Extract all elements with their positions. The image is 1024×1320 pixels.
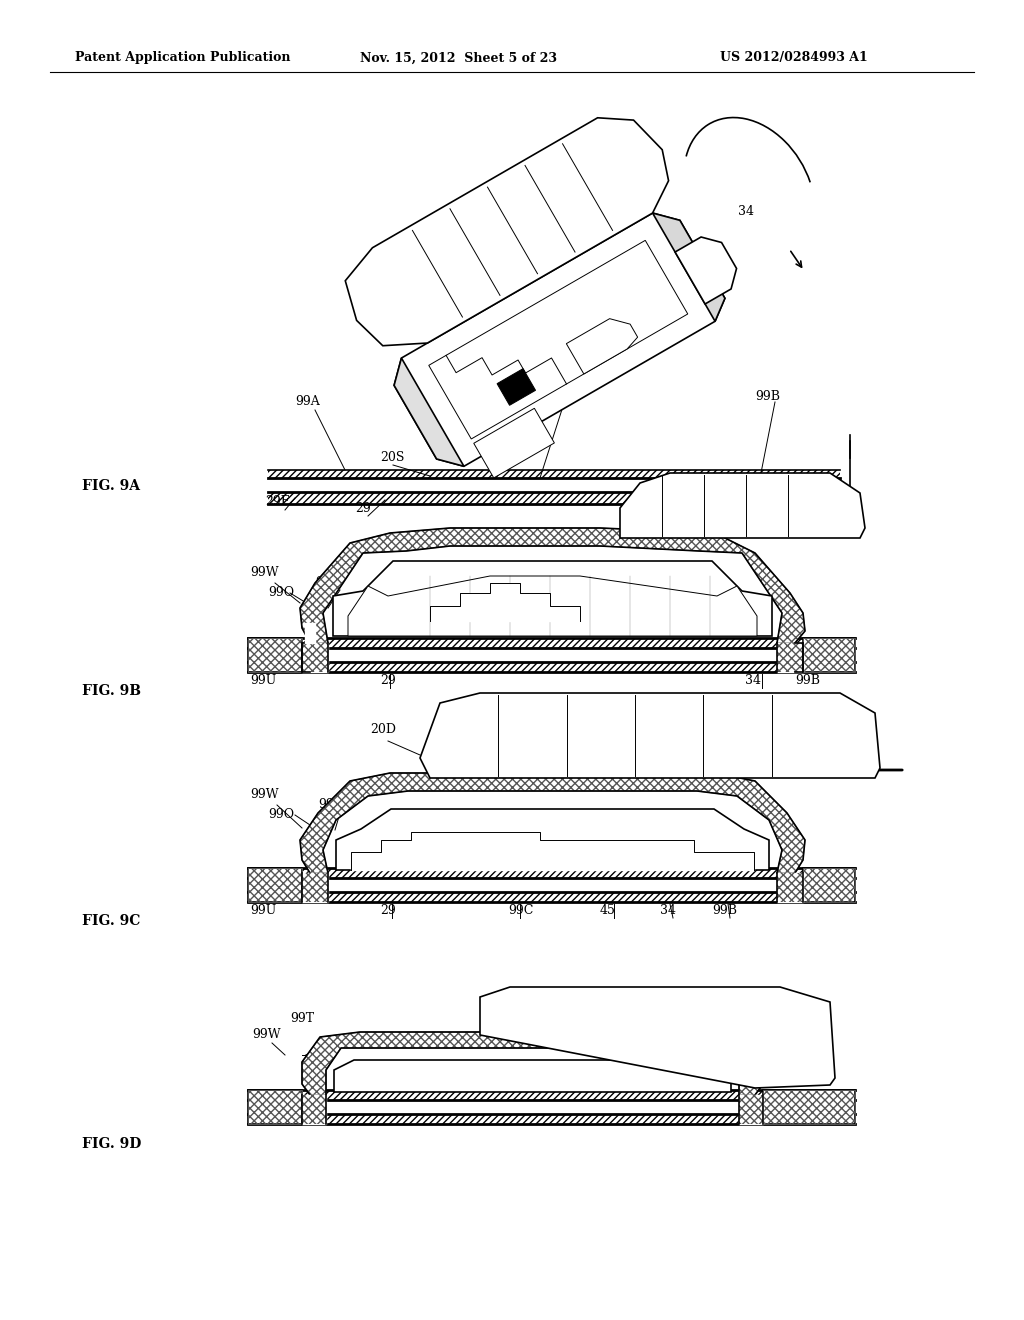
Text: 45: 45: [600, 904, 615, 917]
Text: 29: 29: [355, 502, 371, 515]
Bar: [803, 869, 855, 902]
Bar: [248, 869, 302, 902]
Text: 99W: 99W: [250, 788, 279, 801]
Bar: [248, 1090, 855, 1100]
Text: 99B: 99B: [795, 675, 820, 686]
Text: 20S: 20S: [380, 451, 404, 465]
Polygon shape: [302, 643, 328, 672]
Polygon shape: [420, 693, 880, 777]
Polygon shape: [652, 213, 725, 321]
Text: FIG. 9D: FIG. 9D: [82, 1137, 141, 1151]
Polygon shape: [739, 1096, 763, 1125]
Text: 34: 34: [660, 904, 676, 917]
Text: Nov. 15, 2012  Sheet 5 of 23: Nov. 15, 2012 Sheet 5 of 23: [360, 51, 557, 65]
Text: 99A: 99A: [295, 395, 319, 408]
Text: 20D: 20D: [370, 723, 396, 737]
Bar: [268, 470, 840, 478]
Polygon shape: [620, 473, 865, 539]
Text: 99O: 99O: [268, 808, 294, 821]
Polygon shape: [566, 318, 638, 374]
Polygon shape: [394, 358, 464, 466]
Polygon shape: [333, 561, 772, 636]
Text: 99B: 99B: [755, 389, 780, 403]
Text: 99U: 99U: [250, 904, 276, 917]
Polygon shape: [302, 873, 328, 902]
Bar: [803, 869, 855, 902]
Bar: [763, 1090, 855, 1125]
Text: FIG. 9A: FIG. 9A: [82, 479, 140, 492]
Text: 29: 29: [380, 675, 395, 686]
Text: 99C: 99C: [545, 385, 570, 399]
Bar: [302, 873, 328, 902]
Bar: [248, 1090, 302, 1125]
Text: 99C: 99C: [508, 904, 534, 917]
Text: 34: 34: [745, 675, 761, 686]
Bar: [248, 638, 302, 672]
Bar: [302, 643, 328, 672]
Polygon shape: [348, 576, 757, 636]
Text: 99U: 99U: [250, 675, 276, 686]
Bar: [777, 643, 803, 672]
Polygon shape: [300, 774, 805, 873]
Polygon shape: [351, 832, 754, 870]
Bar: [763, 1090, 855, 1125]
Bar: [268, 492, 840, 504]
Text: 29F: 29F: [265, 495, 290, 508]
Text: FIG. 9C: FIG. 9C: [82, 913, 140, 928]
Text: 99B: 99B: [712, 904, 737, 917]
Text: 99T: 99T: [290, 1012, 314, 1026]
Text: US 2012/0284993 A1: US 2012/0284993 A1: [720, 51, 867, 65]
Polygon shape: [430, 583, 580, 620]
Text: 99A: 99A: [315, 576, 340, 589]
Bar: [248, 638, 302, 672]
Text: 99O: 99O: [268, 586, 294, 599]
Bar: [248, 1090, 302, 1125]
Bar: [248, 638, 855, 648]
Polygon shape: [474, 408, 554, 478]
Bar: [777, 873, 803, 902]
Polygon shape: [336, 809, 769, 870]
Text: Patent Application Publication: Patent Application Publication: [75, 51, 291, 65]
Bar: [248, 1114, 855, 1125]
Polygon shape: [675, 238, 736, 304]
Text: 34: 34: [738, 205, 755, 218]
Text: 99A: 99A: [318, 799, 343, 810]
Polygon shape: [302, 1032, 763, 1096]
Text: 99W: 99W: [252, 1028, 281, 1041]
Polygon shape: [305, 623, 315, 643]
Bar: [803, 638, 855, 672]
Polygon shape: [497, 368, 536, 405]
Polygon shape: [345, 117, 669, 346]
Polygon shape: [777, 643, 803, 672]
Polygon shape: [394, 213, 725, 466]
Bar: [302, 1096, 326, 1125]
Polygon shape: [302, 1096, 326, 1125]
Text: 99W: 99W: [250, 566, 279, 579]
Bar: [803, 638, 855, 672]
Text: FIG. 9B: FIG. 9B: [82, 684, 141, 698]
Bar: [248, 869, 855, 878]
Polygon shape: [268, 492, 840, 504]
Bar: [248, 869, 302, 902]
Text: 29: 29: [380, 904, 395, 917]
Polygon shape: [248, 638, 855, 648]
Bar: [248, 663, 855, 672]
Polygon shape: [480, 987, 835, 1088]
Polygon shape: [429, 240, 688, 440]
Bar: [739, 1096, 763, 1125]
Polygon shape: [300, 528, 805, 643]
Bar: [248, 892, 855, 902]
Polygon shape: [334, 1060, 731, 1092]
Polygon shape: [777, 873, 803, 902]
